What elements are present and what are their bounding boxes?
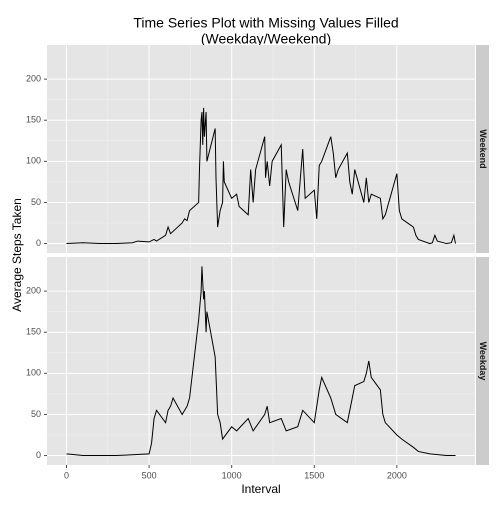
y-tick-label: 150 — [26, 115, 41, 125]
y-tick-label: 100 — [26, 368, 41, 378]
facet-strip-label: Weekend — [478, 129, 488, 168]
line-series — [66, 266, 456, 457]
x-tick-label: 500 — [142, 470, 157, 480]
x-axis-label: Interval — [241, 482, 280, 496]
y-tick-label: 100 — [26, 156, 41, 166]
x-tick-label: 1000 — [222, 470, 242, 480]
y-tick-label: 200 — [26, 73, 41, 83]
facet-strip-label: Weekday — [478, 342, 488, 381]
y-tick-label: 50 — [31, 409, 41, 419]
x-tick-label: 2000 — [387, 470, 407, 480]
panel-background — [47, 257, 475, 465]
y-axis-label: Average Steps Taken — [10, 198, 24, 312]
facet-strip — [476, 257, 489, 465]
y-tick-label: 200 — [26, 285, 41, 295]
chart-subtitle: (Weekday/Weekend) — [201, 31, 331, 47]
y-tick-label: 0 — [36, 238, 41, 248]
x-tick-label: 1500 — [304, 470, 324, 480]
x-tick-label: 0 — [64, 470, 69, 480]
y-tick-label: 50 — [31, 197, 41, 207]
y-tick-label: 150 — [26, 327, 41, 337]
y-tick-label: 0 — [36, 450, 41, 460]
chart-title: Time Series Plot with Missing Values Fil… — [133, 15, 398, 31]
facet-strip — [476, 45, 489, 253]
line-series — [66, 107, 457, 245]
